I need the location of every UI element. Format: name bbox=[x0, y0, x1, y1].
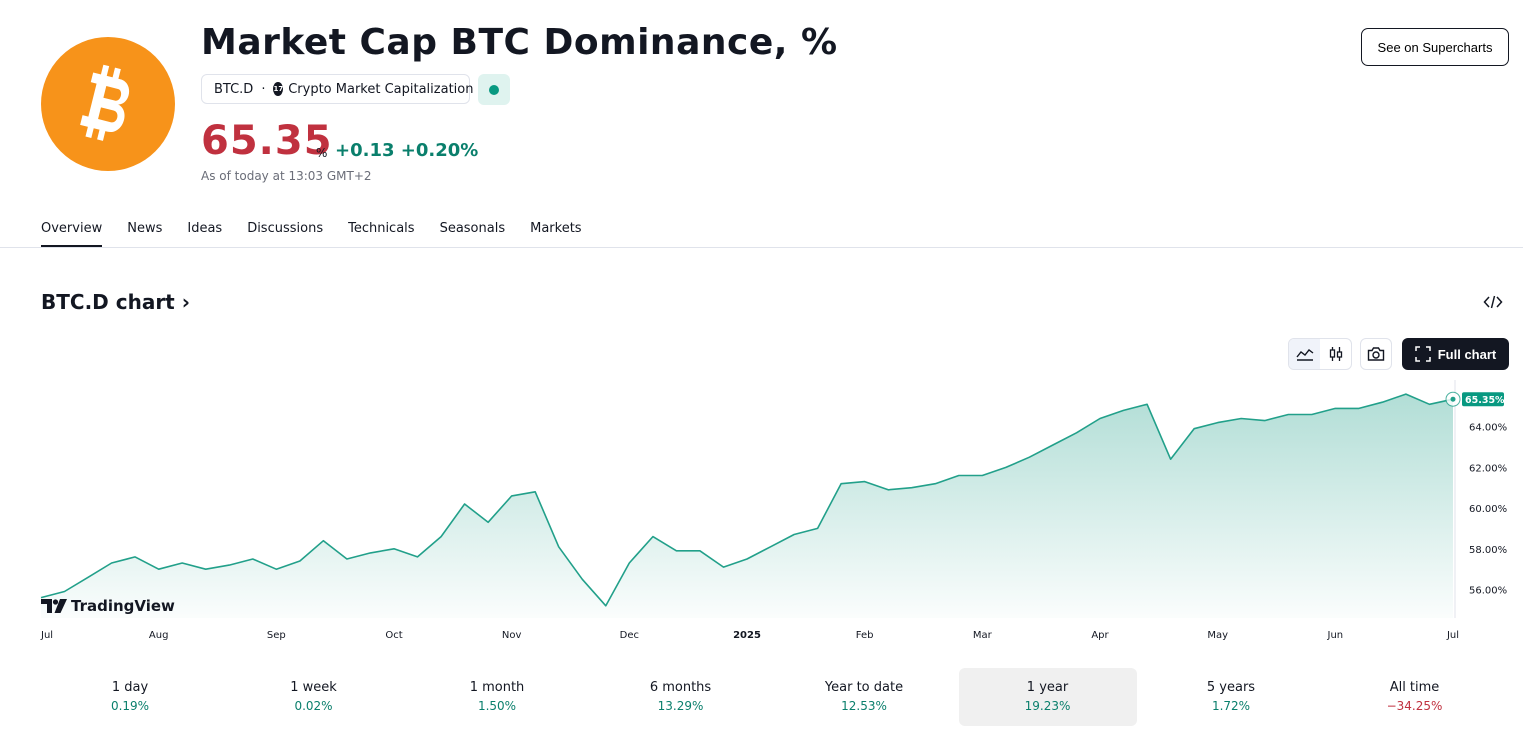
btc-dominance-chart[interactable]: 56.00% 58.00% 60.00% 62.00% 64.00% 65.35% Jul… bbox=[0, 380, 1523, 645]
period-all-time-button[interactable]: All time −34.25% bbox=[1326, 668, 1504, 726]
tradingview-watermark: TradingView bbox=[41, 597, 175, 615]
x-tick-label: Apr bbox=[1091, 630, 1109, 641]
period-label: 5 years bbox=[1206, 680, 1256, 695]
period-change-value: 1.50% bbox=[477, 699, 517, 713]
x-tick-label: Jun bbox=[1327, 630, 1344, 641]
symbol-pill[interactable]: BTC.D · 17 Crypto Market Capitalization bbox=[201, 74, 474, 104]
bitcoin-logo-icon bbox=[41, 37, 175, 171]
period-change-value: 12.53% bbox=[841, 699, 887, 713]
exchange-logo-icon: 17 bbox=[273, 82, 284, 96]
chart-title-text: BTC.D chart bbox=[41, 290, 175, 314]
period-change-value: 0.02% bbox=[294, 699, 333, 713]
period-5-years-button[interactable]: 5 years 1.72% bbox=[1142, 668, 1320, 726]
period-label: 1 year bbox=[1026, 680, 1069, 695]
tab-discussions[interactable]: Discussions bbox=[247, 221, 324, 236]
x-tick-label: Jul bbox=[1446, 630, 1459, 641]
x-tick-label: Jul bbox=[40, 630, 53, 641]
period-1-year-button[interactable]: 1 year 19.23% bbox=[958, 668, 1137, 726]
y-tick-label: 64.00% bbox=[1469, 423, 1507, 434]
tab-technicals[interactable]: Technicals bbox=[348, 221, 415, 236]
period-1-week-button[interactable]: 1 week 0.02% bbox=[225, 668, 403, 726]
last-value-label: 65.35% bbox=[1465, 395, 1505, 406]
tab-overview[interactable]: Overview bbox=[41, 221, 103, 248]
period-selector: 1 day 0.19% 1 week 0.02% 1 month 1.50% 6 month… bbox=[41, 668, 1509, 726]
tradingview-logo-icon bbox=[41, 599, 67, 613]
x-tick-label: Nov bbox=[502, 630, 522, 641]
price-change: +0.13 +0.20% bbox=[335, 140, 479, 161]
period-1-month-button[interactable]: 1 month 1.50% bbox=[408, 668, 586, 726]
x-tick-label: Feb bbox=[856, 630, 874, 641]
full-chart-label: Full chart bbox=[1437, 346, 1497, 362]
y-tick-label: 58.00% bbox=[1469, 545, 1507, 556]
x-tick-label: May bbox=[1207, 630, 1228, 641]
period-label: 6 months bbox=[649, 680, 712, 695]
period-change-value: 19.23% bbox=[1024, 699, 1071, 713]
exchange-name: Crypto Market Capitalization bbox=[288, 81, 474, 97]
x-tick-label: Oct bbox=[385, 630, 402, 641]
last-value-badge bbox=[1462, 392, 1504, 407]
status-dot-icon bbox=[489, 84, 499, 95]
market-status-indicator[interactable] bbox=[478, 74, 510, 105]
area-chart-button[interactable] bbox=[1289, 339, 1320, 369]
x-tick-label: Dec bbox=[620, 630, 639, 641]
symbol-ticker: BTC.D bbox=[214, 81, 254, 97]
x-tick-label: Aug bbox=[149, 630, 169, 641]
symbol-separator: · bbox=[261, 81, 266, 97]
full-chart-button[interactable]: Full chart bbox=[1402, 338, 1509, 370]
x-tick-label: Mar bbox=[973, 630, 993, 641]
candles-icon bbox=[1329, 347, 1342, 361]
period-label: 1 day bbox=[111, 680, 149, 695]
x-tick-label: 2025 bbox=[733, 630, 761, 641]
area-fill bbox=[41, 394, 1453, 618]
period-1-day-button[interactable]: 1 day 0.19% bbox=[41, 668, 219, 726]
tradingview-wordmark: TradingView bbox=[71, 597, 175, 615]
y-tick-label: 62.00% bbox=[1469, 463, 1507, 474]
camera-icon bbox=[1367, 347, 1385, 361]
last-point-marker bbox=[1450, 396, 1456, 402]
price-timestamp: As of today at 13:03 GMT+2 bbox=[201, 169, 372, 183]
y-tick-label: 56.00% bbox=[1469, 586, 1507, 597]
chevron-right-icon: › bbox=[181, 290, 190, 314]
tabs-divider bbox=[0, 247, 1523, 248]
period-label: All time bbox=[1389, 680, 1440, 695]
page-title: Market Cap BTC Dominance, % bbox=[201, 22, 838, 63]
area-chart-icon bbox=[1295, 349, 1313, 361]
period-change-value: −34.25% bbox=[1386, 699, 1443, 713]
price-unit: % bbox=[316, 146, 328, 160]
series-line bbox=[40, 393, 1454, 607]
tab-news[interactable]: News bbox=[127, 221, 163, 236]
period-6-months-button[interactable]: 6 months 13.29% bbox=[592, 668, 770, 726]
period-label: 1 week bbox=[290, 680, 337, 695]
y-tick-label: 60.00% bbox=[1469, 504, 1507, 515]
period-change-value: 0.19% bbox=[110, 699, 150, 713]
see-on-supercharts-button[interactable]: See on Supercharts bbox=[1361, 28, 1509, 66]
period-change-value: 1.72% bbox=[1211, 699, 1251, 713]
fullscreen-icon bbox=[1414, 346, 1431, 362]
tab-ideas[interactable]: Ideas bbox=[187, 221, 223, 236]
chart-type-toggle bbox=[1288, 338, 1352, 370]
tab-bar: Overview News Ideas Discussions Technica… bbox=[41, 221, 607, 248]
tab-markets[interactable]: Markets bbox=[530, 221, 582, 236]
snapshot-button[interactable] bbox=[1360, 338, 1392, 370]
embed-code-icon[interactable] bbox=[1483, 293, 1503, 311]
period-label: Year to date bbox=[824, 680, 904, 695]
price-value: 65.35 bbox=[201, 118, 333, 164]
candles-chart-button[interactable] bbox=[1320, 339, 1351, 369]
chart-section-title[interactable]: BTC.D chart › bbox=[41, 290, 190, 314]
x-tick-label: Sep bbox=[267, 630, 286, 641]
tab-seasonals[interactable]: Seasonals bbox=[439, 221, 506, 236]
period-change-value: 13.29% bbox=[657, 699, 704, 713]
period-year-to-date-button[interactable]: Year to date 12.53% bbox=[775, 668, 953, 726]
period-label: 1 month bbox=[469, 680, 525, 695]
